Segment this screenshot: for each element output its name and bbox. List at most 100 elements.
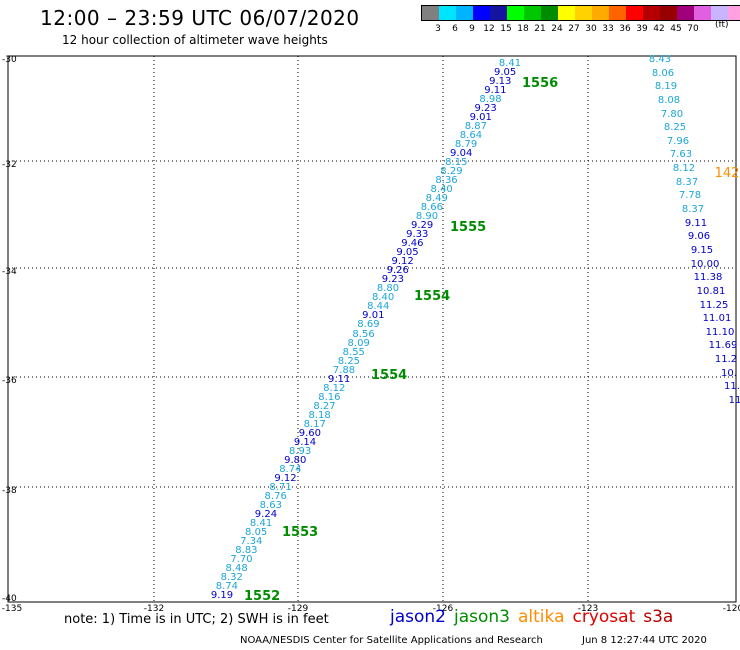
legend-swatch [439, 6, 456, 20]
wave-height-value: 11 [728, 395, 740, 406]
wave-height-value: 8.87 [464, 121, 487, 133]
wave-height-value: 8.66 [420, 202, 444, 214]
wave-height-value: 9.26 [386, 265, 409, 277]
wave-height-value: 9.23 [474, 103, 497, 115]
legend-color-bar [421, 5, 740, 21]
legend-swatch [677, 6, 694, 20]
legend-swatch [507, 6, 524, 20]
wave-height-value: 9.46 [401, 238, 424, 250]
wave-height-value: 7.34 [240, 535, 263, 547]
wave-height-value: 9.80 [284, 454, 307, 466]
wave-height-value: 8.08 [657, 94, 681, 106]
wave-height-value: 11.2 [714, 354, 738, 366]
wave-height-value: 8.27 [313, 400, 336, 412]
wave-height-value: 9.60 [298, 427, 321, 439]
wave-height-value: 8.12 [323, 382, 346, 394]
wave-height-value: 9.19 [210, 590, 234, 601]
wave-height-value: 8.76 [264, 490, 287, 502]
wave-height-value: 7.96 [666, 135, 690, 147]
wave-height-value: 8.64 [459, 130, 483, 142]
wave-height-value: 8.98 [479, 94, 502, 106]
wave-height-value: 9.05 [396, 247, 419, 259]
wave-height-value: 8.41 [249, 517, 273, 529]
wave-height-value: 8.25 [337, 355, 361, 367]
legend-swatch [728, 6, 740, 20]
satellite-legend: jason2 jason3 altika cryosat s3a [390, 607, 681, 627]
wave-height-value: 9.11 [684, 217, 708, 229]
wave-height-value: 9.14 [293, 436, 317, 448]
legend-swatch [575, 6, 592, 20]
wave-height-value: 8.48 [225, 562, 248, 574]
wave-height-value: 7.80 [660, 108, 684, 120]
wave-height-value: 7.78 [678, 190, 702, 202]
x-tick-label: -132 [143, 604, 165, 614]
legend-labels: 3 6 9 12 15 18 21 24 27 30 33 36 39 42 45 70 [421, 21, 740, 35]
wave-height-value: 9.29 [410, 220, 434, 232]
wave-height-value: 8.15 [445, 157, 468, 169]
legend-label: 36 [619, 24, 631, 34]
wave-height-value: 8.93 [288, 445, 312, 457]
track-right-pass-label: 142 [714, 166, 740, 181]
legend-label: 24 [551, 24, 563, 34]
y-tick-label: -30 [2, 55, 17, 65]
wave-height-value: 9.24 [254, 508, 278, 520]
wave-height-value: 8.74 [279, 463, 302, 475]
legend-swatch [643, 6, 660, 20]
wave-height-value: 9.06 [687, 231, 711, 243]
wave-height-value: 8.43 [648, 54, 672, 65]
wave-height-value: 7.63 [669, 149, 693, 161]
legend-swatch [490, 6, 507, 20]
wave-height-value: 9.23 [381, 274, 404, 286]
wave-height-value: 9.04 [450, 148, 473, 160]
wave-height-value: 8.17 [303, 418, 326, 430]
wave-height-value: 8.63 [259, 499, 282, 511]
wave-height-value: 9.33 [406, 229, 429, 241]
wave-height-value: 9.13 [489, 76, 512, 88]
pass-number-label: 1556 [522, 76, 559, 91]
wave-height-value: 8.37 [681, 204, 705, 216]
legend-swatch [660, 6, 677, 20]
wave-height-value: 8.16 [318, 391, 341, 403]
wave-height-value: 8.06 [651, 67, 675, 79]
wave-height-value: 7.88 [332, 364, 356, 376]
legend-unit: (ft) [715, 20, 729, 30]
legend-label: 42 [653, 24, 665, 34]
grid-lines [8, 56, 736, 602]
wave-height-value: 8.09 [347, 337, 370, 349]
wave-height-value: 11.25 [699, 299, 729, 311]
wave-height-value: 8.40 [430, 184, 453, 196]
x-tick-label: -126 [432, 604, 454, 614]
legend-label: 15 [500, 24, 512, 34]
legend-label: 70 [687, 24, 699, 34]
wave-height-value: 8.41 [498, 58, 522, 69]
wave-height-value: 8.37 [675, 176, 699, 188]
plot-frame [7, 55, 737, 603]
wave-height-value: 9.12 [274, 472, 297, 484]
wave-height-value: 8.69 [357, 319, 380, 331]
satellite-label-altika: altika [518, 607, 565, 627]
wave-height-value: 8.71 [269, 481, 292, 493]
wave-height-value: 8.49 [425, 193, 448, 205]
y-tick-label: -34 [2, 267, 17, 277]
legend-label: 27 [568, 24, 580, 34]
wave-height-value: 9.01 [362, 310, 385, 322]
wave-height-value: 8.90 [415, 211, 439, 223]
wave-height-value: 9.01 [469, 112, 492, 124]
wave-height-value: 8.25 [663, 122, 687, 134]
wave-height-value: 8.56 [352, 328, 375, 340]
legend-swatch [609, 6, 626, 20]
y-tick-label: -38 [2, 486, 17, 496]
wave-height-value: 8.29 [440, 166, 463, 178]
wave-height-value: 9.11 [328, 373, 351, 385]
pass-number-label: 1552 [244, 589, 281, 604]
wave-height-value: 8.36 [435, 175, 458, 187]
legend-label: 39 [636, 24, 648, 34]
legend-swatch [626, 6, 643, 20]
wave-height-value: 8.40 [371, 292, 395, 304]
note-text: note: 1) Time is in UTC; 2) SWH is in fe… [64, 612, 329, 627]
wave-height-value: 8.32 [220, 571, 243, 583]
pass-number-label: 1554 [371, 368, 408, 383]
legend-label: 6 [452, 24, 458, 34]
legend-label: 30 [585, 24, 597, 34]
legend-swatch [694, 6, 711, 20]
